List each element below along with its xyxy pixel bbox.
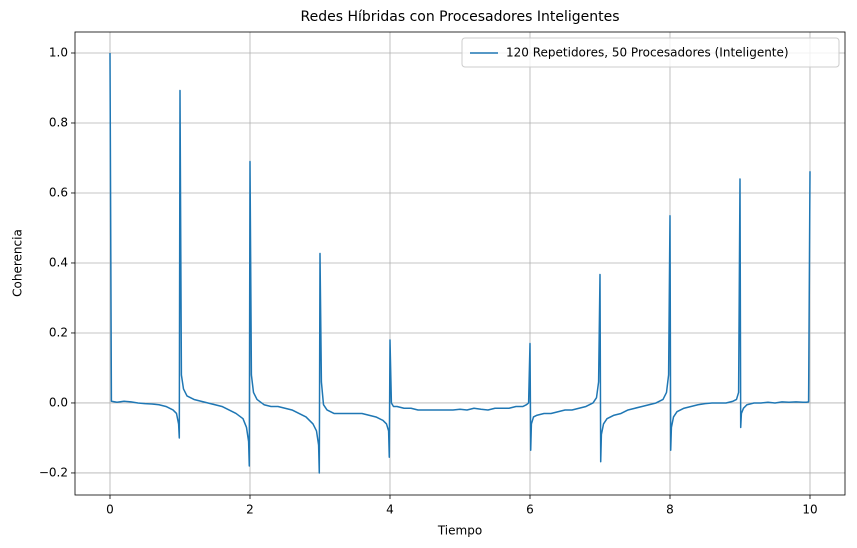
legend-label: 120 Repetidores, 50 Procesadores (Inteli… bbox=[506, 46, 789, 60]
x-tick-label: 10 bbox=[802, 503, 817, 517]
x-tick-label: 6 bbox=[526, 503, 534, 517]
x-tick-label: 0 bbox=[106, 503, 114, 517]
y-tick-label: 1.0 bbox=[49, 45, 68, 59]
line-series bbox=[109, 52, 811, 474]
chart-title: Redes Híbridas con Procesadores Intelige… bbox=[300, 9, 619, 25]
x-axis-label: Tiempo bbox=[437, 524, 482, 538]
y-axis-label: Coherencia bbox=[11, 229, 25, 297]
y-tick-label: 0.2 bbox=[49, 325, 68, 339]
y-tick-label: 0.6 bbox=[49, 185, 68, 199]
plot-frame bbox=[74, 31, 846, 496]
y-tick-label: 0.4 bbox=[49, 255, 68, 269]
x-tick-label: 2 bbox=[246, 503, 254, 517]
x-tick-label: 8 bbox=[666, 503, 674, 517]
y-tick-label: −0.2 bbox=[39, 465, 68, 479]
legend-box bbox=[461, 37, 840, 68]
y-tick-label: 0.0 bbox=[49, 395, 68, 409]
y-tick-label: 0.8 bbox=[49, 115, 68, 129]
x-tick-label: 4 bbox=[386, 503, 394, 517]
